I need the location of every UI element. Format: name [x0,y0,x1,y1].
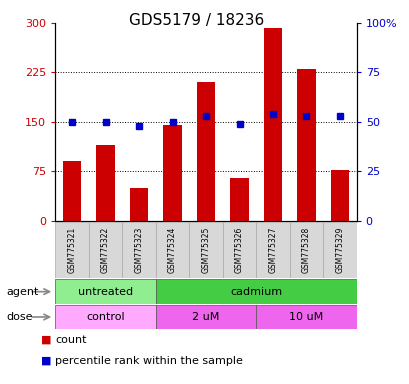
Bar [322,222,356,278]
Bar [89,222,122,278]
Bar [330,170,348,221]
Text: GSM775326: GSM775326 [234,227,243,273]
Text: untreated: untreated [78,286,133,297]
Text: dose: dose [6,312,33,322]
Bar [130,188,148,221]
Bar [256,222,289,278]
Text: GSM775321: GSM775321 [67,227,76,273]
Bar [155,305,256,329]
Text: GSM775325: GSM775325 [201,227,210,273]
Text: GSM775324: GSM775324 [168,227,177,273]
Text: ■: ■ [41,335,52,345]
Bar [189,222,222,278]
Bar [256,305,356,329]
Bar [63,162,81,221]
Bar [55,305,155,329]
Bar [163,125,181,221]
Bar [155,222,189,278]
Text: cadmium: cadmium [229,286,282,297]
Text: 10 uM: 10 uM [289,312,323,322]
Text: GSM775329: GSM775329 [335,227,344,273]
Bar [263,28,281,221]
Bar [222,222,256,278]
Text: ■: ■ [41,356,52,366]
Bar [55,222,89,278]
Text: GSM775327: GSM775327 [268,227,277,273]
Text: GSM775328: GSM775328 [301,227,310,273]
Text: count: count [55,335,87,345]
Text: GSM775323: GSM775323 [134,227,143,273]
Text: control: control [86,312,125,322]
Bar [297,69,315,221]
Bar [196,83,215,221]
Text: 2 uM: 2 uM [192,312,219,322]
Bar [289,222,322,278]
Text: GDS5179 / 18236: GDS5179 / 18236 [129,13,264,28]
Bar [55,279,155,304]
Bar [96,145,115,221]
Bar [230,178,248,221]
Text: agent: agent [6,286,38,297]
Bar [122,222,155,278]
Bar [155,279,356,304]
Text: percentile rank within the sample: percentile rank within the sample [55,356,243,366]
Text: GSM775322: GSM775322 [101,227,110,273]
